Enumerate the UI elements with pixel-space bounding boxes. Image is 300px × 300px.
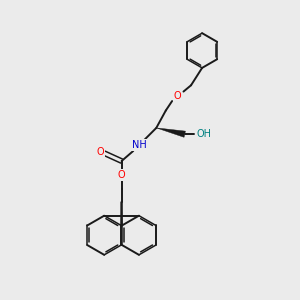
- Text: O: O: [118, 170, 125, 180]
- Text: NH: NH: [132, 140, 146, 150]
- Text: O: O: [97, 147, 104, 157]
- Text: OH: OH: [197, 129, 212, 139]
- Text: O: O: [174, 91, 182, 101]
- Polygon shape: [156, 128, 185, 137]
